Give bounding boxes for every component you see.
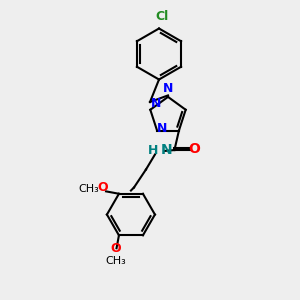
Text: H: H	[148, 143, 158, 157]
Text: O: O	[111, 242, 121, 255]
Text: CH₃: CH₃	[106, 256, 126, 266]
Text: O: O	[188, 142, 200, 155]
Text: O: O	[97, 181, 108, 194]
Text: N: N	[160, 143, 172, 157]
Text: Cl: Cl	[155, 10, 169, 22]
Text: CH₃: CH₃	[79, 184, 99, 194]
Text: N: N	[163, 82, 173, 94]
Text: N: N	[157, 122, 168, 135]
Text: N: N	[151, 97, 161, 110]
